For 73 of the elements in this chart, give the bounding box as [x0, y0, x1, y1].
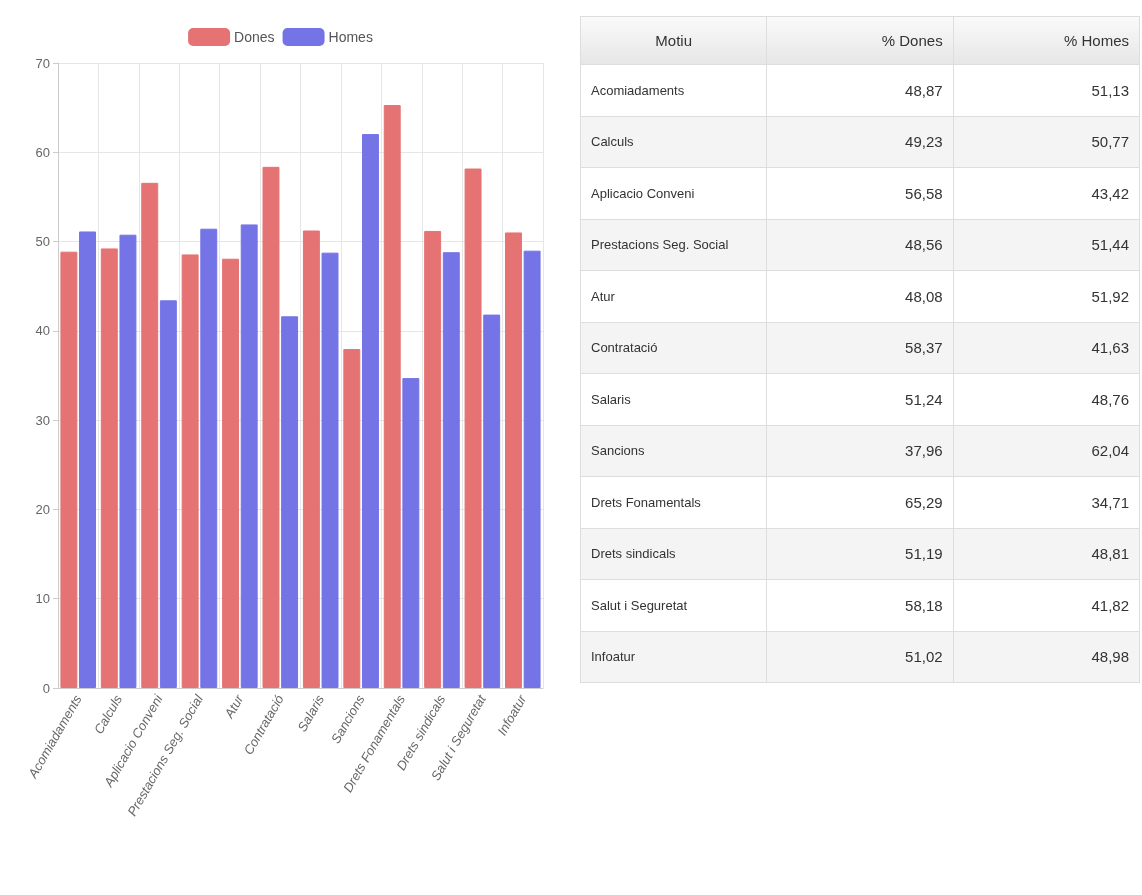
y-tick-label: 50 — [35, 234, 50, 250]
text: % Homes — [953, 16, 1140, 65]
text: 51,13 — [953, 64, 1140, 116]
text: 62,04 — [953, 425, 1140, 477]
bar — [302, 230, 320, 688]
bar — [119, 234, 137, 688]
text: 51,02 — [766, 631, 954, 683]
text: Contratació — [580, 322, 767, 374]
text: 51,19 — [766, 528, 954, 580]
text: 50,77 — [953, 116, 1140, 168]
text: Drets sindicals — [580, 528, 767, 580]
bar — [321, 252, 339, 688]
text: 43,42 — [953, 167, 1140, 219]
text: 51,92 — [953, 270, 1140, 322]
bar — [240, 224, 258, 688]
text: 41,82 — [953, 579, 1140, 631]
text: 51,24 — [766, 373, 954, 425]
y-tick-label: 10 — [35, 591, 50, 607]
text: Acomiadaments — [580, 64, 767, 116]
text: Calculs — [580, 116, 767, 168]
y-tick-label: 20 — [35, 501, 50, 517]
y-tick-label: 60 — [35, 144, 50, 160]
bar — [523, 250, 541, 688]
bar — [361, 134, 379, 688]
text: Salut i Seguretat — [580, 579, 767, 631]
text: Drets Fonamentals — [580, 476, 767, 528]
text: 48,81 — [953, 528, 1140, 580]
bar — [159, 300, 177, 688]
bar — [464, 168, 482, 688]
text: 58,37 — [766, 322, 954, 374]
bar — [424, 230, 442, 688]
text: 41,63 — [953, 322, 1140, 374]
bar — [79, 231, 96, 688]
y-tick-label: 0 — [42, 680, 50, 696]
bar — [200, 228, 218, 688]
y-tick-label: 40 — [35, 323, 50, 339]
text: Atur — [580, 270, 767, 322]
text: Salaris — [580, 373, 767, 425]
bar — [281, 316, 299, 688]
bar — [181, 254, 199, 688]
text: Motiu — [580, 16, 767, 65]
text: 48,98 — [953, 631, 1140, 683]
bar — [442, 252, 460, 688]
bar — [222, 258, 240, 688]
text: 37,96 — [766, 425, 954, 477]
text: 34,71 — [953, 476, 1140, 528]
text: Aplicacio Conveni — [580, 167, 767, 219]
bar — [483, 314, 501, 688]
text: Prestacions Seg. Social — [580, 219, 767, 271]
bar — [100, 248, 118, 688]
y-tick-label: 30 — [35, 412, 50, 428]
bar — [402, 378, 420, 688]
text: Sancions — [580, 425, 767, 477]
legend-label: Homes — [328, 29, 373, 45]
text: 58,18 — [766, 579, 954, 631]
bar — [505, 232, 522, 688]
bar — [60, 251, 78, 688]
text: 48,87 — [766, 64, 954, 116]
text: 51,44 — [953, 219, 1140, 271]
text: 48,08 — [766, 270, 954, 322]
bar — [262, 166, 280, 688]
bar — [343, 349, 361, 688]
y-tick-label: 70 — [35, 55, 50, 71]
bar — [383, 105, 401, 688]
text: 56,58 — [766, 167, 954, 219]
text: 49,23 — [766, 116, 954, 168]
text: % Dones — [766, 16, 954, 65]
text: 65,29 — [766, 476, 954, 528]
text: Infoatur — [580, 631, 767, 683]
text: 48,56 — [766, 219, 954, 271]
text: 48,76 — [953, 373, 1140, 425]
bar — [141, 182, 159, 688]
legend-label: Dones — [234, 29, 275, 45]
